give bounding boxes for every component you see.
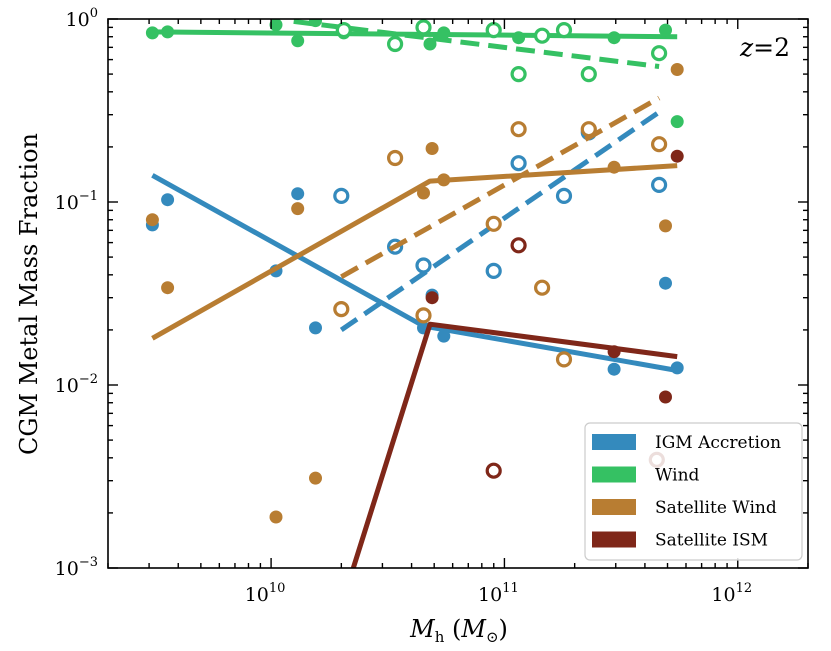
- igm-accretion-filled-point: [161, 193, 175, 207]
- series-wind: [145, 19, 684, 129]
- wind-open-point: [510, 65, 527, 83]
- satellite-wind-filled-point: [291, 202, 305, 216]
- wind-filled-point: [437, 26, 451, 40]
- satellite-wind-dashed-fit-line: [340, 95, 661, 279]
- legend-swatch-satellite-wind: [592, 499, 636, 515]
- satellite-wind-open-point: [415, 307, 432, 324]
- redshift-annotation: z=2: [739, 33, 790, 62]
- y-tick-label: 100: [66, 6, 98, 31]
- plot-border: [107, 18, 809, 569]
- y-tick-label: 10−2: [55, 372, 98, 397]
- satellite-ism-filled-point: [670, 149, 684, 163]
- igm-accretion-open-point: [510, 155, 527, 172]
- igm-accretion-fit-line: [151, 173, 678, 373]
- satellite-wind-open-point: [555, 351, 573, 368]
- satellite-wind-filled-point: [309, 471, 322, 485]
- wind-filled-point: [291, 34, 305, 48]
- satellite-ism-fit-line: [350, 321, 678, 568]
- wind-filled-point: [145, 26, 159, 40]
- wind-open-point: [555, 22, 573, 39]
- igm-accretion-filled-point: [309, 321, 322, 335]
- wind-filled-point: [309, 19, 322, 28]
- legend-label-satellite-wind: Satellite Wind: [655, 498, 777, 518]
- satellite-wind-open-point: [650, 136, 668, 153]
- y-tick-label: 10−1: [55, 189, 98, 214]
- legend-label-satellite-ism: Satellite ISM: [655, 531, 768, 551]
- satellite-wind-filled-point: [659, 219, 672, 233]
- satellite-ism-filled-point: [607, 345, 621, 359]
- x-tick-label: 1011: [478, 581, 519, 606]
- wind-filled-point: [607, 31, 621, 45]
- wind-filled-point: [161, 25, 175, 39]
- series-satellite-wind: [145, 63, 684, 524]
- y-axis-title: CGM Metal Mass Fraction: [15, 133, 43, 455]
- axes-frame: [107, 18, 809, 569]
- axis-ticks: [107, 18, 809, 569]
- satellite-wind-filled-point: [417, 186, 430, 200]
- tick-labels: 1010 1011 1012 10−3 10−2 10−1 100: [55, 6, 752, 606]
- legend: IGM Accretion Wind Satellite Wind Satellite…: [584, 422, 803, 561]
- wind-open-point: [533, 27, 551, 44]
- satellite-wind-open-point: [533, 279, 551, 296]
- satellite-ism-open-point: [485, 462, 502, 479]
- wind-filled-point: [670, 115, 684, 129]
- legend-label-igm-accretion: IGM Accretion: [655, 433, 781, 453]
- satellite-wind-filled-point: [269, 510, 283, 524]
- x-tick-label: 1010: [245, 581, 286, 606]
- wind-open-point: [485, 22, 502, 39]
- wind-filled-point: [423, 37, 437, 51]
- satellite-wind-filled-point: [437, 173, 451, 187]
- satellite-ism-filled-point: [659, 390, 672, 404]
- igm-accretion-filled-point: [437, 329, 451, 343]
- y-tick-label: 10−3: [55, 555, 98, 580]
- legend-swatch-igm-accretion: [592, 434, 636, 450]
- wind-open-point: [335, 22, 352, 39]
- igm-accretion-open-point: [650, 176, 668, 193]
- igm-accretion-open-point: [485, 262, 502, 279]
- series-satellite-ism: [350, 149, 684, 568]
- satellite-wind-open-point: [387, 149, 404, 167]
- legend-swatch-satellite-ism: [592, 531, 636, 548]
- igm-accretion-open-point: [555, 187, 573, 204]
- satellite-wind-filled-point: [670, 63, 684, 76]
- series-igm-accretion: [145, 110, 684, 376]
- wind-open-point: [650, 45, 668, 62]
- plot-area: [145, 19, 684, 568]
- igm-accretion-filled-point: [607, 362, 621, 376]
- satellite-wind-open-point: [580, 121, 597, 138]
- wind-open-point: [387, 35, 404, 53]
- satellite-wind-filled-point: [145, 213, 159, 227]
- legend-label-wind: Wind: [655, 466, 700, 486]
- igm-accretion-dashed-fit-line: [339, 110, 661, 332]
- igm-accretion-filled-point: [291, 187, 305, 201]
- satellite-ism-open-point: [510, 237, 527, 254]
- x-tick-label: 1012: [711, 581, 752, 606]
- igm-accretion-filled-point: [670, 361, 684, 375]
- wind-filled-point: [512, 31, 526, 45]
- satellite-wind-filled-point: [607, 160, 621, 174]
- legend-box: [584, 422, 803, 561]
- wind-open-point: [415, 19, 432, 36]
- wind-filled-point: [659, 23, 672, 37]
- satellite-wind-filled-point: [425, 142, 439, 155]
- satellite-ism-filled-point: [425, 291, 439, 305]
- legend-swatch-wind: [592, 466, 636, 483]
- wind-filled-point: [269, 19, 283, 32]
- satellite-wind-open-point: [485, 215, 502, 232]
- satellite-wind-open-point: [333, 301, 350, 318]
- x-axis-title: Mh (M⊙): [409, 615, 508, 646]
- wind-dashed-fit-line: [293, 19, 660, 69]
- igm-accretion-open-point: [415, 257, 432, 274]
- satellite-wind-filled-point: [161, 281, 175, 295]
- wind-open-point: [580, 65, 597, 83]
- igm-accretion-open-point: [333, 187, 350, 204]
- igm-accretion-filled-point: [659, 276, 672, 290]
- satellite-wind-fit-line: [151, 163, 678, 341]
- satellite-wind-open-point: [510, 121, 527, 138]
